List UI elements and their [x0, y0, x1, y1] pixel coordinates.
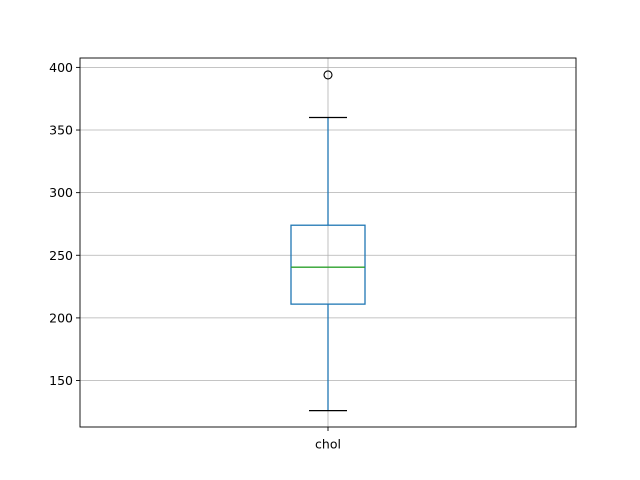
y-tick-label: 300 [49, 185, 73, 200]
y-axis: 150 200 250 300 350 400 [49, 60, 80, 388]
y-tick-label: 200 [49, 310, 73, 325]
x-tick-label: chol [315, 437, 341, 452]
y-tick-label: 350 [49, 123, 73, 138]
y-tick-label: 150 [49, 373, 73, 388]
box-series [290, 70, 366, 412]
y-tick-label: 250 [49, 248, 73, 263]
plot-frame [79, 57, 577, 428]
iqr-box [290, 224, 366, 305]
x-axis: chol [315, 427, 341, 452]
outlier-point [323, 70, 333, 80]
y-tick-label: 400 [49, 60, 73, 75]
